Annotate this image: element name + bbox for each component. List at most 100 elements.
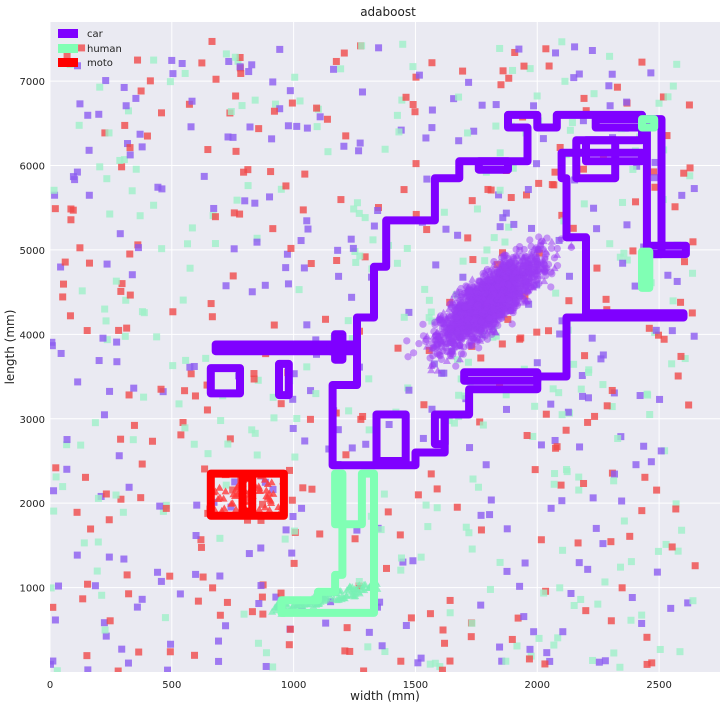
noise-square	[281, 535, 289, 543]
noise-square	[236, 210, 244, 218]
noise-square	[125, 483, 133, 491]
noise-square	[566, 126, 574, 134]
noise-square	[169, 308, 177, 316]
noise-square	[556, 330, 564, 338]
noise-square	[106, 387, 114, 395]
car-point	[433, 340, 441, 348]
noise-square	[128, 187, 136, 195]
noise-square	[580, 479, 588, 487]
noise-square	[288, 549, 296, 557]
noise-square	[357, 415, 365, 423]
noise-square	[656, 645, 664, 653]
car-point	[453, 287, 462, 295]
noise-square	[161, 614, 169, 622]
noise-square	[492, 122, 500, 130]
noise-square	[121, 121, 129, 129]
noise-square	[576, 443, 584, 451]
car-point	[527, 242, 535, 250]
car-point	[481, 306, 489, 315]
noise-square	[477, 511, 485, 519]
noise-square	[578, 372, 586, 380]
noise-square	[126, 144, 134, 152]
noise-square	[657, 447, 665, 455]
noise-square	[689, 269, 697, 277]
car-point	[504, 280, 513, 288]
noise-square	[455, 93, 463, 101]
noise-square	[656, 395, 664, 403]
noise-square	[465, 529, 473, 537]
noise-square	[620, 517, 628, 525]
y-axis-label: length (mm)	[3, 310, 17, 385]
noise-square	[237, 69, 245, 77]
noise-square	[52, 464, 60, 472]
noise-square	[495, 191, 503, 199]
x-tick-label: 1500	[403, 680, 428, 691]
car-point	[465, 287, 474, 295]
noise-square	[52, 473, 60, 481]
noise-square	[627, 558, 635, 566]
noise-square	[378, 642, 386, 650]
moto-point	[255, 484, 264, 492]
noise-square	[362, 440, 370, 448]
noise-square	[347, 235, 355, 243]
noise-square	[269, 485, 277, 493]
noise-square	[266, 193, 274, 201]
noise-square	[116, 230, 124, 238]
noise-square	[397, 657, 405, 665]
noise-square	[533, 359, 541, 367]
noise-square	[346, 647, 354, 655]
noise-square	[57, 349, 65, 357]
noise-square	[115, 326, 123, 334]
noise-square	[146, 77, 154, 85]
noise-square	[477, 601, 485, 609]
y-tick-labels: 1000 2000 3000 4000 5000 6000 7000	[20, 77, 45, 594]
noise-square	[236, 63, 244, 71]
noise-square	[122, 102, 130, 110]
noise-square	[259, 610, 267, 618]
car-point	[450, 340, 458, 348]
noise-square	[351, 535, 359, 543]
moto-point	[262, 492, 271, 500]
noise-square	[98, 591, 106, 599]
car-point	[508, 320, 516, 328]
noise-square	[575, 473, 583, 481]
noise-square	[78, 287, 86, 295]
noise-square	[608, 386, 616, 394]
car-point	[543, 234, 551, 242]
car-point	[427, 366, 436, 374]
noise-square	[426, 660, 434, 668]
car-point	[447, 325, 455, 333]
moto-decision-boundary	[238, 473, 257, 516]
noise-square	[507, 194, 515, 202]
noise-square	[96, 83, 104, 91]
noise-square	[632, 198, 640, 206]
noise-square	[570, 601, 578, 609]
noise-square	[690, 185, 698, 193]
noise-square	[208, 313, 216, 321]
noise-square	[462, 523, 470, 531]
noise-square	[686, 164, 694, 172]
noise-square	[50, 342, 56, 350]
noise-square	[209, 584, 217, 592]
noise-square	[481, 257, 489, 265]
noise-square	[167, 640, 175, 648]
noise-square	[465, 78, 473, 86]
noise-square	[446, 609, 454, 617]
noise-square	[446, 596, 454, 604]
noise-square	[246, 123, 254, 131]
noise-square	[428, 124, 436, 132]
noise-square	[521, 559, 529, 567]
noise-square	[684, 599, 692, 607]
noise-square	[272, 593, 280, 601]
noise-square	[267, 168, 275, 176]
noise-square	[270, 414, 278, 422]
legend-swatch-moto	[58, 58, 78, 67]
noise-square	[190, 362, 198, 370]
noise-square	[592, 524, 600, 532]
noise-square	[153, 333, 161, 341]
noise-square	[431, 659, 439, 667]
noise-square	[224, 133, 232, 141]
noise-square	[377, 526, 385, 534]
car-point	[478, 331, 487, 339]
noise-square	[530, 628, 538, 636]
